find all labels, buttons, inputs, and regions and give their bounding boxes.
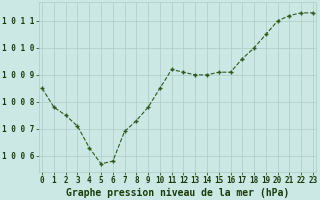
X-axis label: Graphe pression niveau de la mer (hPa): Graphe pression niveau de la mer (hPa) bbox=[66, 188, 289, 198]
